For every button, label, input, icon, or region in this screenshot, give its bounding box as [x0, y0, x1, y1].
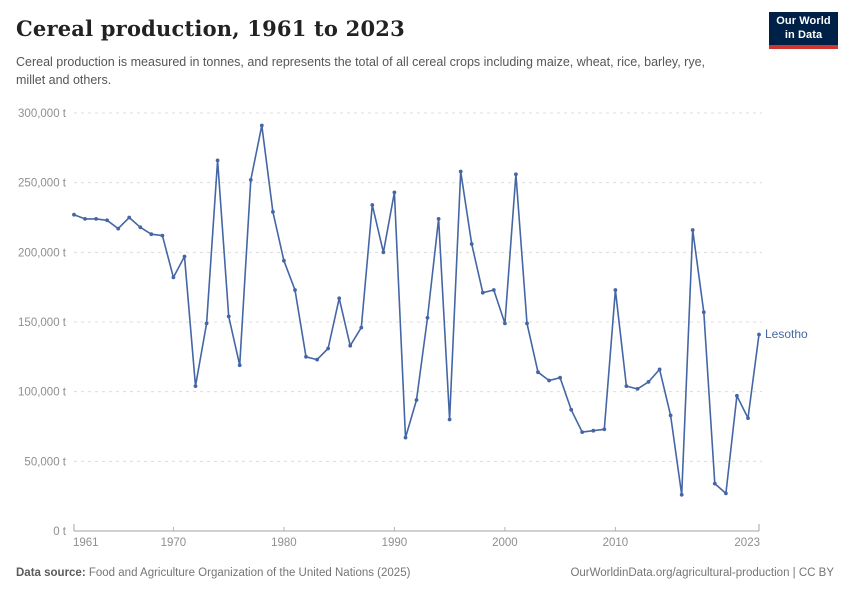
data-point[interactable] [712, 481, 717, 486]
data-point[interactable] [127, 215, 132, 220]
x-axis-label: 1961 [73, 537, 99, 549]
data-point[interactable] [613, 288, 618, 292]
data-point[interactable] [624, 384, 629, 388]
data-point[interactable] [735, 393, 739, 398]
data-line[interactable] [73, 124, 760, 496]
data-point[interactable] [392, 190, 397, 195]
data-point[interactable] [359, 325, 364, 330]
y-axis-label: 100,000 t [18, 387, 67, 399]
data-point[interactable] [348, 343, 353, 348]
data-point[interactable] [602, 427, 607, 432]
y-axis-label: 0 t [53, 526, 67, 538]
chart-title: Cereal production, 1961 to 2023 [16, 16, 405, 41]
y-axis-label: 300,000 t [18, 108, 67, 120]
data-point[interactable] [149, 232, 154, 237]
data-point[interactable] [248, 178, 253, 182]
data-point[interactable] [83, 217, 87, 221]
data-point[interactable] [580, 430, 585, 434]
data-point[interactable] [657, 367, 662, 372]
data-point[interactable] [282, 258, 286, 263]
data-point[interactable] [558, 375, 562, 380]
x-axis-label: 1970 [161, 537, 187, 549]
data-point[interactable] [304, 354, 308, 359]
x-axis-label: 1980 [271, 537, 297, 549]
data-point[interactable] [215, 158, 220, 163]
y-axis-label: 200,000 t [18, 247, 67, 259]
data-point[interactable] [668, 413, 673, 418]
data-point[interactable] [746, 416, 750, 420]
logo-red-bar [769, 45, 838, 49]
data-point[interactable] [491, 288, 496, 292]
data-point[interactable] [72, 212, 76, 217]
data-point[interactable] [237, 363, 242, 368]
data-point[interactable] [514, 172, 518, 177]
data-point[interactable] [536, 370, 540, 375]
owid-logo[interactable]: Our World in Data [769, 12, 838, 49]
data-point[interactable] [547, 378, 551, 383]
credit-link[interactable]: OurWorldinData.org/agricultural-producti… [570, 567, 834, 579]
data-point[interactable] [635, 387, 640, 391]
data-point[interactable] [480, 290, 485, 295]
data-point[interactable] [690, 228, 695, 232]
data-point[interactable] [315, 357, 319, 362]
data-point[interactable] [94, 217, 98, 221]
data-point[interactable] [116, 226, 121, 231]
data-point[interactable] [569, 407, 574, 412]
data-source-text: Food and Agriculture Organization of the… [85, 567, 411, 579]
data-point[interactable] [171, 275, 176, 280]
data-point[interactable] [182, 254, 187, 259]
data-point[interactable] [469, 242, 474, 246]
data-point[interactable] [271, 210, 275, 214]
data-point[interactable] [436, 217, 441, 221]
data-point[interactable] [403, 435, 408, 440]
x-axis-label: 2000 [492, 537, 518, 549]
x-axis-label: 1990 [382, 537, 408, 549]
data-point[interactable] [591, 428, 596, 433]
data-point[interactable] [105, 218, 109, 223]
data-point[interactable] [370, 203, 375, 207]
data-point[interactable] [204, 321, 209, 326]
data-point[interactable] [425, 315, 430, 320]
y-axis-label: 250,000 t [18, 178, 67, 190]
data-point[interactable] [337, 296, 342, 301]
data-point[interactable] [701, 310, 706, 315]
data-point[interactable] [458, 169, 463, 174]
y-axis-label: 50,000 t [24, 456, 66, 468]
data-point[interactable] [381, 250, 386, 255]
data-point[interactable] [326, 346, 330, 351]
data-point[interactable] [226, 314, 231, 319]
data-point[interactable] [293, 288, 297, 292]
entity-label-lesotho[interactable]: Lesotho [765, 327, 808, 342]
owid-logo-text: Our World in Data [776, 15, 831, 41]
data-point[interactable] [679, 492, 684, 497]
data-point[interactable] [646, 380, 651, 384]
data-point[interactable] [259, 123, 264, 128]
data-source-line: Data source: Food and Agriculture Organi… [16, 567, 410, 579]
data-point[interactable] [447, 417, 452, 422]
data-point[interactable] [160, 233, 165, 238]
data-point[interactable] [525, 321, 529, 326]
data-source-label: Data source: [16, 567, 86, 579]
data-point[interactable] [138, 225, 143, 230]
chart-subtitle: Cereal production is measured in tonnes,… [16, 55, 706, 87]
x-axis-label: 2010 [603, 537, 629, 549]
data-point[interactable] [193, 384, 198, 388]
data-point[interactable] [757, 332, 761, 337]
data-point[interactable] [414, 398, 419, 402]
y-axis-label: 150,000 t [18, 317, 67, 329]
data-point[interactable] [503, 321, 507, 326]
data-point[interactable] [724, 491, 728, 496]
x-axis-label: 2023 [734, 537, 760, 549]
